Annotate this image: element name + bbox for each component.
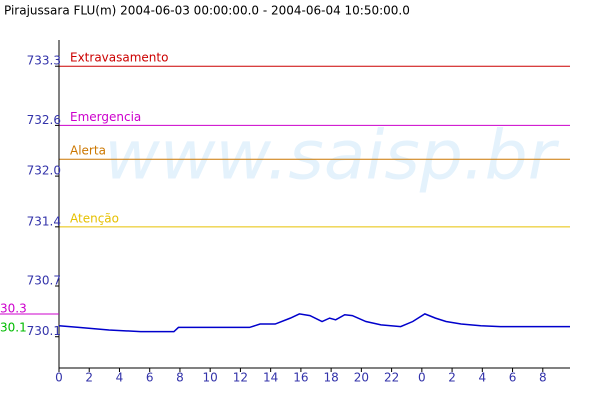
x-tick-label: 6	[146, 371, 154, 385]
threshold-label: Emergencia	[70, 110, 141, 124]
x-tick-label: 4	[116, 371, 124, 385]
x-tick-label: 10	[203, 371, 218, 385]
y-tick-label: 732.0	[27, 164, 61, 178]
y-tick-label: 732.6	[27, 113, 61, 127]
y-tick-label: 730.1	[27, 324, 61, 338]
x-tick-label: 14	[263, 371, 278, 385]
level-label: 30.3	[0, 302, 27, 316]
x-tick-label: 12	[233, 371, 248, 385]
x-tick-label: 18	[323, 371, 338, 385]
x-tick-label: 8	[539, 371, 547, 385]
watermark: www.saisp.br	[104, 117, 559, 196]
x-tick-label: 2	[85, 371, 93, 385]
x-tick-label: 20	[354, 371, 369, 385]
x-tick-label: 16	[293, 371, 308, 385]
x-tick-label: 8	[176, 371, 184, 385]
threshold-label: Alerta	[70, 144, 106, 158]
threshold-label: Atenção	[70, 211, 119, 225]
x-tick-label: 2	[448, 371, 456, 385]
chart-title: Pirajussara FLU(m) 2004-06-03 00:00:00.0…	[4, 4, 410, 18]
y-tick-label: 730.7	[27, 274, 61, 288]
x-tick-label: 6	[509, 371, 517, 385]
x-tick-label: 0	[418, 371, 426, 385]
y-tick-label: 731.4	[27, 214, 61, 228]
x-tick-label: 0	[55, 371, 63, 385]
x-tick-label: 22	[384, 371, 399, 385]
level-label: 30.1	[0, 321, 27, 335]
threshold-label: Extravasamento	[70, 51, 168, 65]
x-tick-label: 4	[478, 371, 486, 385]
y-tick-label: 733.3	[27, 54, 61, 68]
data-line	[58, 313, 570, 333]
